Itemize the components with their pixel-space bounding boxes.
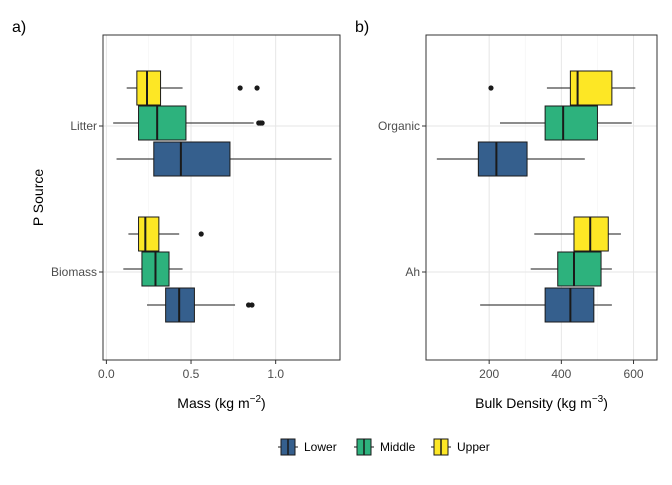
x-tick-label: 200 (479, 367, 499, 381)
outlier-point (259, 120, 265, 126)
outlier-point (488, 85, 494, 91)
x-axis-title-end: ) (261, 395, 266, 411)
x-axis-title-main: Bulk Density (kg m (475, 395, 592, 411)
box-ah-lower (480, 287, 612, 323)
box-organic-upper (488, 70, 636, 106)
legend-label: Middle (380, 440, 416, 454)
legend-item-upper: Upper (431, 438, 490, 456)
box-biomass-middle (123, 251, 183, 287)
x-axis-title-exponent: −3 (592, 394, 604, 405)
box-litter-lower (116, 141, 332, 177)
x-axis-title-main: Mass (kg m (177, 395, 249, 411)
panel-label: b) (355, 19, 369, 36)
legend-label: Upper (457, 440, 490, 454)
box-litter-middle (113, 105, 265, 141)
panel-label: a) (12, 19, 26, 36)
legend-label: Lower (304, 440, 337, 454)
x-tick-label: 1.0 (267, 367, 284, 381)
y-axis-title: P Source (30, 169, 46, 227)
box-ah-upper (534, 216, 621, 252)
box-iqr (138, 105, 187, 141)
legend-item-lower: Lower (278, 438, 337, 456)
outlier-point (237, 85, 243, 91)
box-litter-upper (126, 70, 260, 106)
x-axis-title-exponent: −2 (250, 394, 262, 405)
y-tick-label: Litter (70, 119, 97, 133)
x-axis-title: Mass (kg m−2) (177, 394, 265, 411)
panel-b-bulk-density-boxplot: 200 400 600 Organic Ah b) Bulk Density (kg m−3… (355, 19, 658, 411)
x-tick-label: 600 (624, 367, 644, 381)
panel-border (425, 34, 658, 361)
x-axis-title: Bulk Density (kg m−3) (475, 394, 608, 411)
box-iqr (138, 216, 160, 252)
outlier-point (249, 302, 255, 308)
box-biomass-lower (147, 287, 255, 323)
box-iqr (544, 105, 598, 141)
box-iqr (153, 141, 231, 177)
box-iqr (557, 251, 602, 287)
box-organic-middle (499, 105, 632, 141)
x-tick-label: 0.0 (98, 367, 115, 381)
box-iqr (477, 141, 528, 177)
outlier-point (254, 85, 260, 91)
legend: Lower Middle Upper (278, 438, 490, 456)
y-tick-label: Organic (378, 119, 420, 133)
panel-border (102, 34, 341, 361)
box-organic-lower (436, 141, 585, 177)
box-iqr (136, 70, 162, 106)
x-tick-label: 400 (551, 367, 571, 381)
y-tick-label: Biomass (51, 265, 97, 279)
panel-a-mass-boxplot: 0.0 0.5 1.0 Litter Biomass a) Mass (kg m−2) P S… (12, 19, 341, 411)
outlier-point (198, 231, 204, 237)
box-biomass-upper (128, 216, 204, 252)
y-tick-label: Ah (405, 265, 420, 279)
box-ah-middle (530, 251, 612, 287)
plot-area (426, 35, 657, 360)
x-axis-title-end: ) (603, 395, 608, 411)
legend-item-middle: Middle (354, 438, 416, 456)
x-tick-label: 0.5 (183, 367, 200, 381)
